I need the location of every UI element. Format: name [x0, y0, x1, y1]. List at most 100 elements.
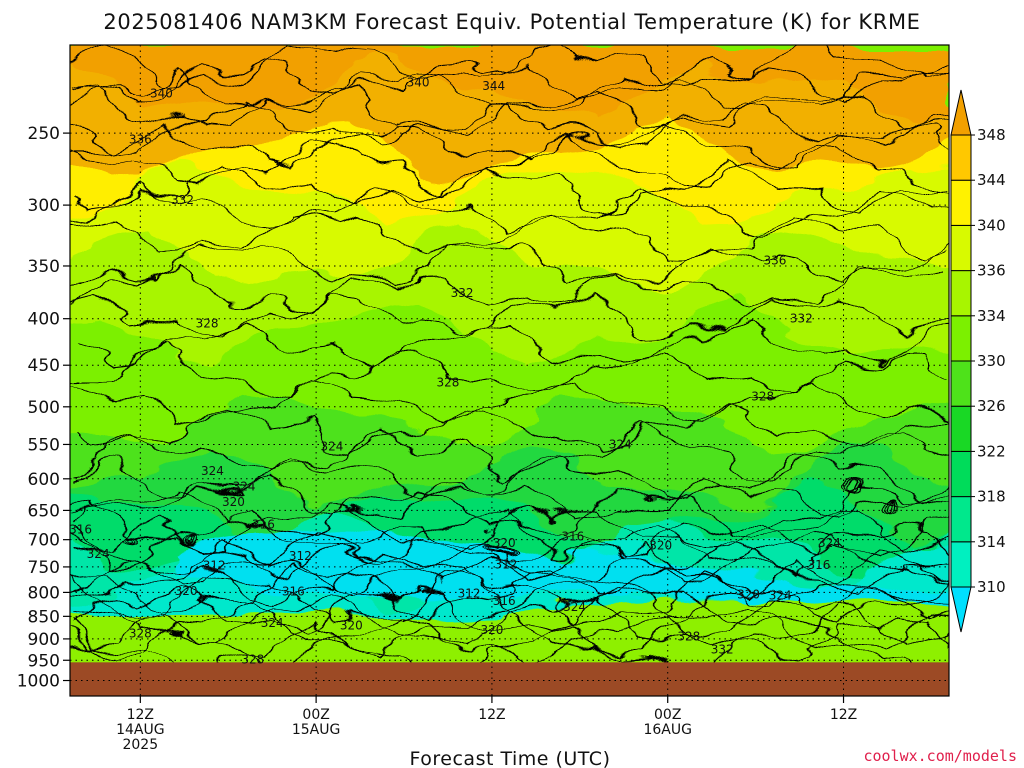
- contour-label: 324: [320, 440, 343, 454]
- y-tick-label: 350: [28, 257, 60, 277]
- y-tick-label: 650: [28, 501, 60, 521]
- colorbar-segment: [950, 224, 972, 272]
- y-tick-label: 250: [28, 124, 60, 144]
- contour-line: [70, 163, 949, 214]
- contour-label: 324: [818, 536, 841, 550]
- contour-label: 320: [737, 587, 760, 601]
- colorbar-label: 344: [977, 171, 1006, 189]
- colorbar-cap-bottom: [950, 586, 972, 633]
- contour-label: 324: [201, 464, 224, 478]
- contour-line: [70, 119, 949, 169]
- colorbar-segment: [950, 360, 972, 407]
- contour-line: [70, 320, 949, 369]
- contour-label: 316: [282, 584, 305, 598]
- contour-line: [70, 292, 949, 338]
- contour-line: [70, 585, 949, 633]
- contour-line: [70, 611, 949, 668]
- contour-line: [70, 45, 949, 89]
- contour-label: 328: [129, 627, 152, 641]
- colorbar-label: 334: [977, 307, 1006, 325]
- contour-line: [70, 377, 949, 428]
- contour-line: [70, 500, 949, 553]
- contour-line: [70, 186, 949, 235]
- y-axis: 250 300 350 400 450 500 550 600 650 700 750 800 850 9…: [17, 124, 70, 692]
- x-tick-label: 00Z: [654, 707, 681, 723]
- contour-cell: [133, 537, 141, 543]
- contour-line: [70, 572, 949, 626]
- x-tick-label: 2025: [122, 737, 158, 753]
- contour-label: 332: [790, 312, 813, 326]
- colorbar-label: 310: [977, 578, 1006, 596]
- colorbar-label: 340: [977, 216, 1006, 234]
- contour-label: 328: [437, 375, 460, 389]
- contour-label: 320: [340, 619, 363, 633]
- colorbar-segment: [950, 541, 972, 588]
- y-tick-label: 850: [28, 607, 60, 627]
- y-tick-label: 550: [28, 435, 60, 455]
- colorbar-label: 314: [977, 533, 1006, 551]
- contour-label: 320: [480, 623, 503, 637]
- contour-label: 320: [175, 584, 198, 598]
- contour-label: 316: [493, 594, 516, 608]
- contour-label: 324: [769, 588, 792, 602]
- y-tick-label: 950: [28, 651, 60, 671]
- y-tick-label: 500: [28, 398, 60, 418]
- contour-cell: [483, 545, 507, 551]
- contour-line: [70, 540, 949, 598]
- y-tick-label: 400: [28, 310, 60, 330]
- y-tick-label: 300: [28, 196, 60, 216]
- contour-label: 324: [563, 600, 586, 614]
- contour-line: [70, 70, 949, 114]
- colorbar-label: 348: [977, 126, 1006, 144]
- contour-line: [70, 487, 949, 536]
- contour-label: 312: [289, 549, 312, 563]
- contour-label: 340: [407, 76, 430, 90]
- colorbar-segment: [950, 270, 972, 317]
- contour-cell: [481, 544, 510, 552]
- contour-label: 316: [807, 558, 830, 572]
- colorbar-segment: [950, 315, 972, 362]
- contour-label: 332: [171, 193, 194, 207]
- x-tick-label: 12Z: [127, 707, 154, 723]
- contour-label: 320: [649, 538, 672, 552]
- y-tick-label: 750: [28, 558, 60, 578]
- contour-cell: [189, 536, 200, 544]
- contour-line: [70, 429, 949, 479]
- contour-line: [70, 267, 949, 310]
- contour-label: 328: [241, 652, 264, 666]
- below-ground-mask: [70, 662, 949, 696]
- contour-lines: [70, 45, 949, 680]
- x-axis-label: Forecast Time (UTC): [410, 748, 611, 768]
- contour-cell: [887, 500, 898, 520]
- x-tick-label: 12Z: [478, 707, 505, 723]
- contour-label: 312: [495, 557, 518, 571]
- contour-cell: [844, 486, 864, 500]
- colorbar-segment: [950, 179, 972, 226]
- contour-line: [70, 212, 949, 261]
- contour-label: 336: [129, 132, 152, 146]
- colorbar-cap-top: [950, 89, 972, 136]
- contour-label: 316: [69, 522, 92, 536]
- contour-label: 328: [751, 389, 774, 403]
- y-tick-label: 700: [28, 531, 60, 551]
- credit-text[interactable]: coolwx.com/models: [863, 747, 1017, 765]
- contour-cell: [128, 535, 146, 545]
- colorbar-label: 330: [977, 352, 1006, 370]
- contour-line: [70, 56, 949, 101]
- contour-line: [70, 561, 949, 618]
- contour-label: 316: [252, 518, 275, 532]
- x-tick-label: 12Z: [830, 707, 857, 723]
- y-tick-label: 800: [28, 583, 60, 603]
- x-tick-label: 00Z: [302, 707, 329, 723]
- colorbar-segment: [950, 450, 972, 498]
- contour-line: [70, 520, 949, 578]
- grid-lines: [70, 45, 949, 696]
- contour-label: 316: [561, 529, 584, 543]
- contour-label: 312: [458, 586, 481, 600]
- y-tick-label: 600: [28, 470, 60, 490]
- x-tick-label: 15AUG: [292, 722, 341, 738]
- contour-line: [70, 85, 949, 132]
